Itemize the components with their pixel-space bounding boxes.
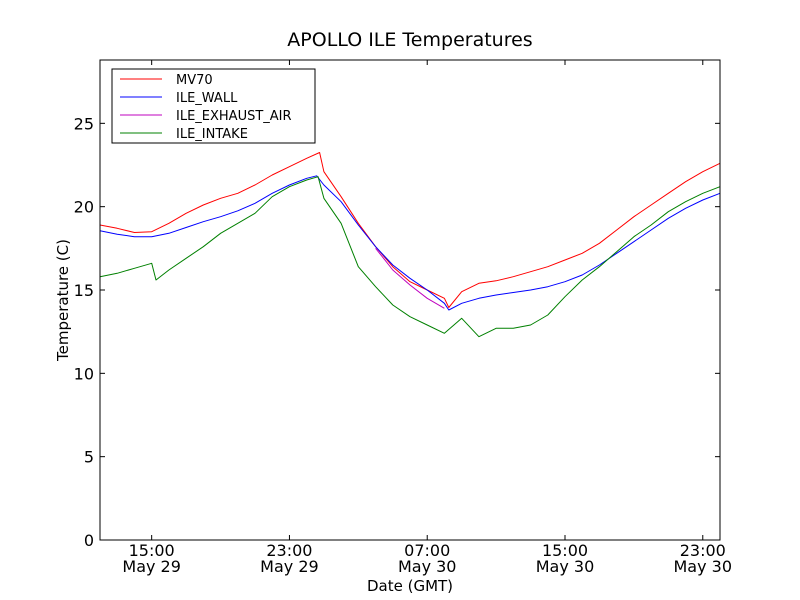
x-tick-label-date: May 29 bbox=[122, 557, 181, 576]
x-tick-label-time: 23:00 bbox=[680, 541, 726, 560]
legend-label-ile-exhaust-air: ILE_EXHAUST_AIR bbox=[176, 109, 292, 124]
x-tick-label-time: 15:00 bbox=[542, 541, 588, 560]
legend-label-ile-wall: ILE_WALL bbox=[176, 91, 238, 106]
series-line-ile-exhaust-air bbox=[375, 247, 445, 309]
x-tick-label-date: May 30 bbox=[536, 557, 595, 576]
x-tick-label-time: 23:00 bbox=[266, 541, 312, 560]
x-tick-label-date: May 30 bbox=[674, 557, 733, 576]
legend-label-mv70: MV70 bbox=[176, 73, 213, 88]
chart-title: APOLLO ILE Temperatures bbox=[287, 29, 532, 51]
y-tick-label: 20 bbox=[74, 198, 94, 217]
series-line-ile-intake bbox=[99, 176, 721, 338]
plot-lines bbox=[99, 152, 721, 338]
x-tick-label-time: 15:00 bbox=[129, 541, 175, 560]
y-axis: 0 5 10 15 20 25 bbox=[74, 114, 720, 550]
x-tick-label-date: May 29 bbox=[260, 557, 319, 576]
legend-label-ile-intake: ILE_INTAKE bbox=[176, 127, 248, 142]
legend: MV70 ILE_WALL ILE_EXHAUST_AIR ILE_INTAKE bbox=[111, 68, 316, 144]
y-tick-label: 15 bbox=[74, 281, 94, 300]
x-axis-label: Date (GMT) bbox=[367, 577, 453, 595]
x-tick-label-time: 07:00 bbox=[404, 541, 450, 560]
plot-frame bbox=[99, 59, 721, 541]
x-tick-label-date: May 30 bbox=[398, 557, 457, 576]
y-tick-label: 25 bbox=[74, 114, 94, 133]
y-tick-label: 0 bbox=[84, 531, 94, 550]
y-tick-label: 5 bbox=[84, 448, 94, 467]
y-tick-label: 10 bbox=[74, 364, 94, 383]
y-axis-label: Temperature (C) bbox=[54, 239, 72, 362]
legend-frame bbox=[111, 68, 316, 144]
series-line-mv70 bbox=[99, 152, 721, 308]
